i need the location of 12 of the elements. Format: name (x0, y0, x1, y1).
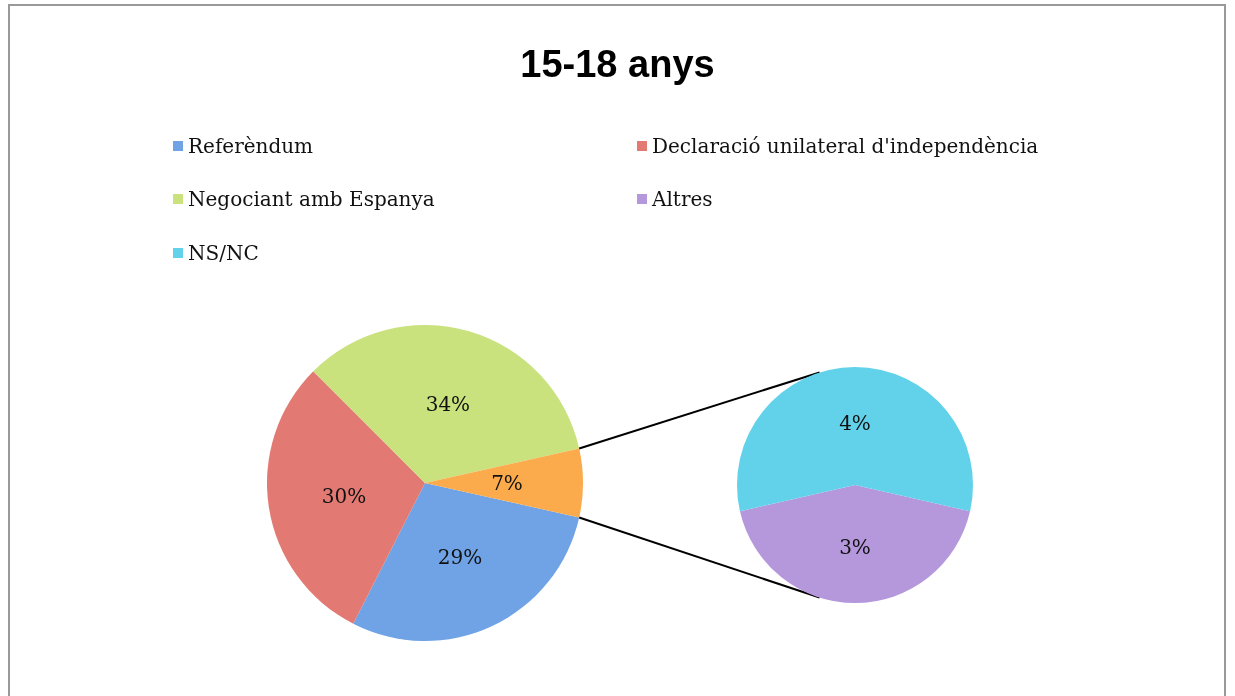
legend-label: Altres (651, 187, 713, 211)
chart-title: 15-18 anys (520, 43, 715, 85)
data-label: 7% (491, 471, 523, 495)
data-label: 34% (425, 392, 471, 417)
data-label: 29% (437, 545, 483, 570)
legend-label: NS/NC (188, 241, 259, 265)
data-label: 3% (839, 535, 871, 559)
data-label: 30% (321, 483, 367, 508)
legend-label: Negociant amb Espanya (188, 187, 435, 211)
legend-label: Referèndum (188, 134, 314, 158)
legend-label: Declaració unilateral d'independència (652, 134, 1039, 158)
data-label: 4% (839, 411, 871, 435)
